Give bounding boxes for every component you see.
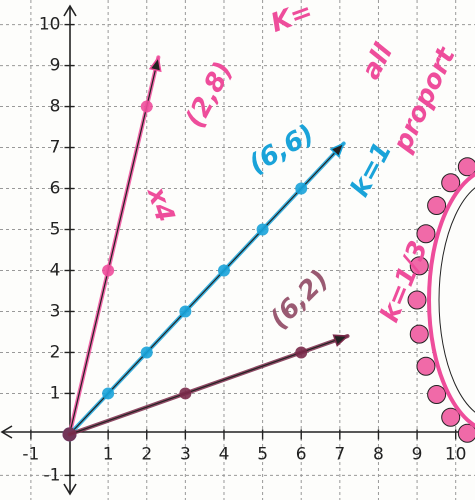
flower-petal — [410, 325, 428, 343]
point — [141, 101, 153, 113]
point — [141, 346, 153, 358]
point — [102, 264, 114, 276]
x-tick-label: 2 — [141, 444, 152, 464]
point — [102, 387, 114, 399]
y-tick-label: 2 — [50, 342, 61, 362]
point — [179, 387, 191, 399]
flower-petal — [458, 158, 475, 176]
y-tick-label: 4 — [50, 260, 61, 280]
y-tick-label: 9 — [50, 56, 61, 76]
x-tick-label: 9 — [412, 444, 423, 464]
x-tick-label: 3 — [180, 444, 191, 464]
x-tick-label: 5 — [257, 444, 268, 464]
flower-petal — [417, 357, 435, 375]
point — [218, 264, 230, 276]
flower-petal — [458, 424, 475, 442]
y-tick-label: 8 — [50, 97, 61, 117]
y-tick-label: 10 — [39, 15, 61, 35]
y-tick-label: 6 — [50, 179, 61, 199]
point — [257, 224, 269, 236]
x-tick-label: -1 — [22, 444, 39, 464]
flower-petal — [428, 385, 446, 403]
flower-petal — [417, 225, 435, 243]
x-tick-label: 8 — [373, 444, 384, 464]
point — [63, 427, 77, 441]
y-tick-label: -1 — [44, 465, 61, 485]
point — [179, 305, 191, 317]
point — [295, 346, 307, 358]
flower-petal — [428, 197, 446, 215]
y-tick-label: 5 — [50, 220, 61, 240]
x-tick-label: 1 — [103, 444, 114, 464]
chart: -112345678910-112345678910 (2,8)x4K=allp… — [0, 0, 475, 500]
x-tick-label: 7 — [334, 444, 345, 464]
x-tick-label: 6 — [296, 444, 307, 464]
y-tick-label: 7 — [50, 138, 61, 158]
y-tick-label: 3 — [50, 301, 61, 321]
x-tick-label: 10 — [445, 444, 467, 464]
y-tick-label: 1 — [50, 383, 61, 403]
point — [295, 183, 307, 195]
x-tick-label: 4 — [219, 444, 230, 464]
